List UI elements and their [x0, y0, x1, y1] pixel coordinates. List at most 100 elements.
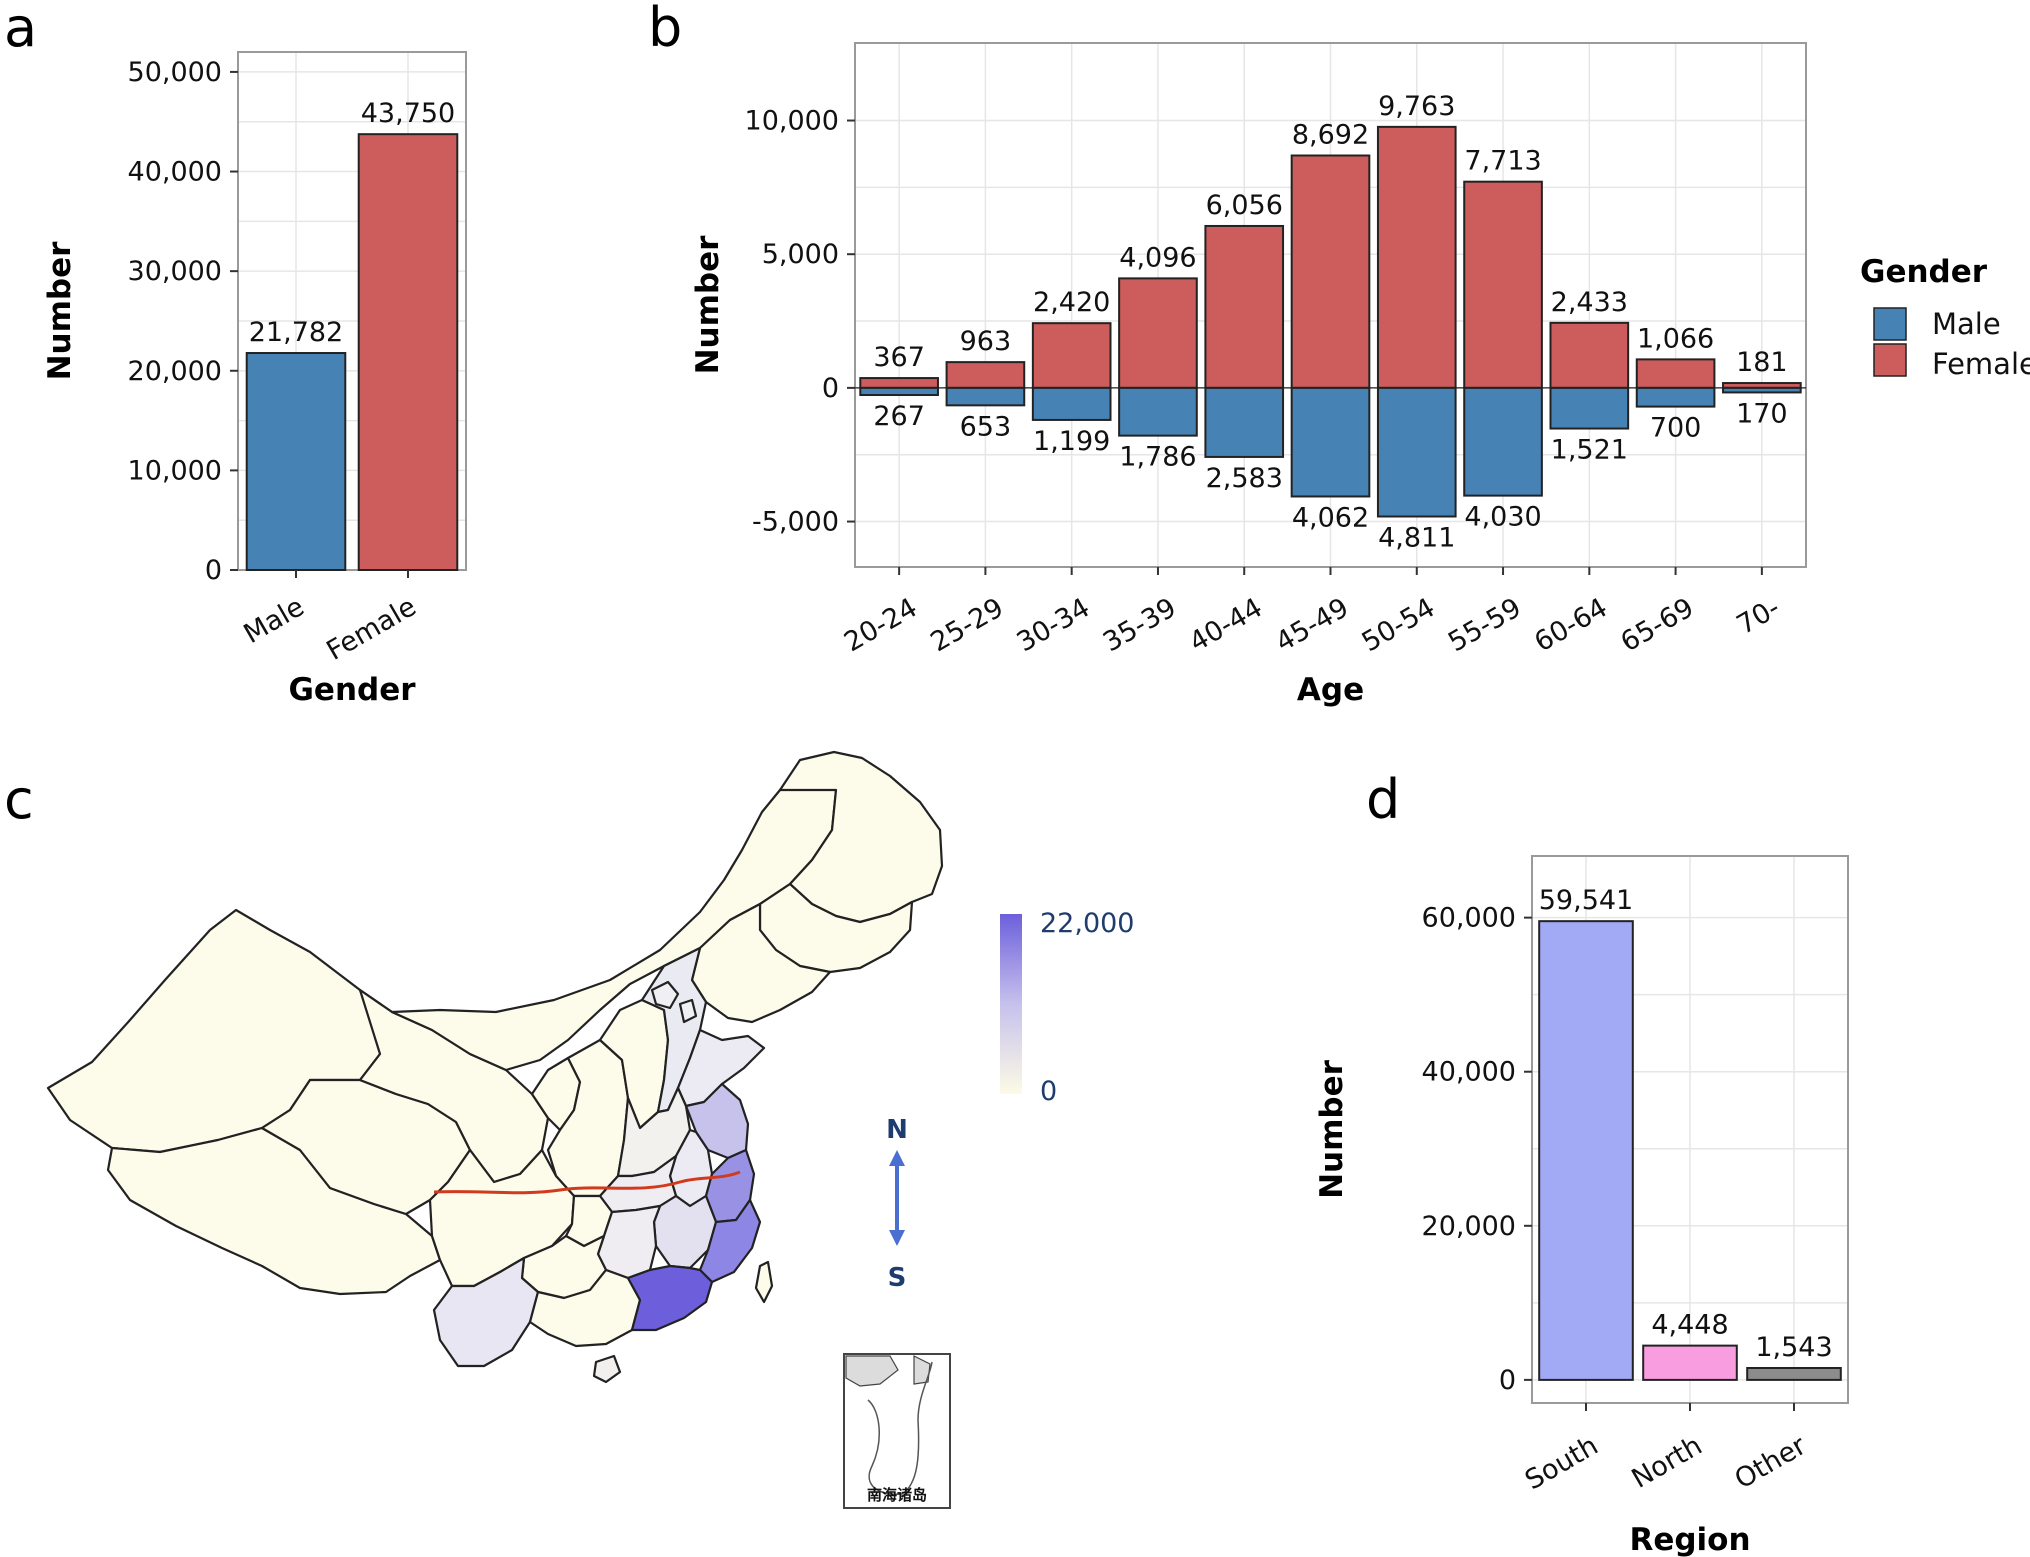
- y-tick-label: 10,000: [745, 106, 839, 137]
- compass-arrow-icon: [889, 1150, 905, 1246]
- y-axis-title: Number: [690, 235, 726, 375]
- chart-gender: 0 10,000 20,000 30,000 40,000 50,000 21,782 43,…: [42, 51, 467, 708]
- chart-region: 0 20,000 40,000 60,000 59,541 4,448 1,543 South…: [1314, 855, 1849, 1557]
- bar-male: [945, 386, 1026, 407]
- bar: [1642, 1344, 1738, 1381]
- legend-label-female: Female: [1932, 347, 2030, 381]
- data-label-male: 4,811: [1378, 522, 1455, 553]
- data-label-male: 700: [1650, 413, 1702, 444]
- bar-male: [1463, 386, 1543, 497]
- data-label-female: 1,066: [1637, 323, 1714, 354]
- x-tick-label: 45-49: [1271, 592, 1354, 658]
- y-axis-title: Number: [42, 241, 78, 381]
- data-label-female: 8,692: [1292, 119, 1369, 150]
- data-label-male: 1,521: [1551, 435, 1628, 466]
- color-scale-bar: [1000, 914, 1022, 1094]
- data-label-male: 267: [873, 401, 925, 432]
- y-tick-label: 0: [1499, 1365, 1516, 1396]
- legend-swatch-male: [1873, 307, 1907, 341]
- x-axis-title: Region: [1629, 1522, 1750, 1557]
- y-tick-label: -5,000: [752, 507, 839, 538]
- data-label-female: 4,096: [1119, 242, 1196, 273]
- province-beijing: [650, 980, 680, 1010]
- bar-female: [1118, 277, 1198, 389]
- qinling-huaihe-line: [433, 1170, 741, 1195]
- data-label: 21,782: [249, 317, 343, 348]
- bar-female: [1290, 154, 1371, 389]
- province-hainan: [592, 1354, 622, 1384]
- x-tick-label: 65-69: [1616, 592, 1699, 658]
- data-label-male: 2,583: [1206, 463, 1283, 494]
- y-tick-label: 20,000: [128, 356, 222, 387]
- data-label-female: 7,713: [1464, 146, 1541, 177]
- y-tick-label: 0: [822, 373, 839, 404]
- province-liaoning: [690, 902, 832, 1024]
- bar-female: [1031, 322, 1112, 389]
- bar-male: [1635, 386, 1716, 408]
- data-label-male: 4,030: [1464, 502, 1541, 533]
- y-tick-label: 0: [205, 555, 222, 586]
- inset-label: 南海诸岛: [867, 1486, 927, 1504]
- legend-swatch-female: [1873, 343, 1907, 377]
- bar-male: [1204, 386, 1285, 458]
- data-label-female: 2,420: [1033, 287, 1110, 318]
- bar-female: [1463, 180, 1543, 389]
- bar-female: [1204, 224, 1285, 389]
- data-label: 43,750: [361, 98, 455, 129]
- bar-male: [1376, 386, 1457, 518]
- data-label: 59,541: [1539, 885, 1633, 916]
- y-tick-label: 60,000: [1422, 903, 1516, 934]
- panel-letter-c: c: [4, 768, 34, 831]
- x-tick-label: 35-39: [1098, 592, 1181, 658]
- bar-female: [945, 361, 1026, 389]
- x-tick-label: South: [1520, 1430, 1603, 1496]
- y-tick-label: 20,000: [1422, 1211, 1516, 1242]
- chart-age-gender: -5,000 0 5,000 10,000 367 963 2,420 4,096 6,056 8…: [690, 42, 1807, 708]
- bar-male: [1118, 386, 1198, 437]
- y-axis-title: Number: [1314, 1059, 1350, 1199]
- y-tick-label: 40,000: [128, 157, 222, 188]
- compass-north-label: N: [886, 1115, 908, 1145]
- bar: [1746, 1366, 1842, 1381]
- x-tick-label: 30-34: [1012, 592, 1095, 658]
- y-tick-label: 5,000: [762, 239, 839, 270]
- province-tianjin: [678, 998, 698, 1024]
- x-tick-label: 40-44: [1184, 592, 1267, 658]
- data-label-female: 6,056: [1206, 190, 1283, 221]
- data-label: 4,448: [1651, 1310, 1728, 1341]
- x-axis-title: Age: [1297, 672, 1364, 708]
- bar: [1538, 920, 1634, 1381]
- plot-frame: [237, 51, 467, 571]
- panel-letter-a: a: [4, 0, 37, 59]
- bar-male: [1722, 386, 1802, 394]
- y-tick-label: 50,000: [128, 57, 222, 88]
- data-label-male: 4,062: [1292, 502, 1369, 533]
- province-guangdong: [626, 1264, 714, 1332]
- data-label-female: 963: [960, 326, 1012, 357]
- data-label-female: 9,763: [1378, 91, 1455, 122]
- x-tick-label: 55-59: [1443, 592, 1526, 658]
- color-scale-min-label: 0: [1040, 1076, 1057, 1107]
- data-label-male: 653: [960, 411, 1012, 442]
- x-axis-title: Gender: [288, 672, 416, 708]
- x-tick-label: Other: [1730, 1430, 1813, 1496]
- province-taiwan: [754, 1260, 774, 1304]
- bar-male: [859, 386, 939, 397]
- data-label-female: 367: [873, 342, 925, 373]
- data-label: 1,543: [1755, 1332, 1832, 1363]
- color-scale-max-label: 22,000: [1040, 908, 1134, 939]
- legend-title: Gender: [1860, 254, 1988, 290]
- bar: [357, 133, 459, 572]
- data-label-male: 170: [1736, 398, 1788, 429]
- x-tick-label: 60-64: [1529, 592, 1612, 658]
- legend-label-male: Male: [1932, 307, 2001, 341]
- x-tick-label: 50-54: [1357, 592, 1440, 658]
- data-label-female: 181: [1736, 347, 1788, 378]
- x-tick-label: Female: [321, 591, 421, 667]
- map-china: 22,000 0 N S 南海诸岛: [46, 750, 1134, 1509]
- bar-male: [1549, 386, 1630, 430]
- y-tick-label: 30,000: [128, 256, 222, 287]
- bar-female: [1549, 321, 1630, 389]
- bar: [245, 352, 347, 571]
